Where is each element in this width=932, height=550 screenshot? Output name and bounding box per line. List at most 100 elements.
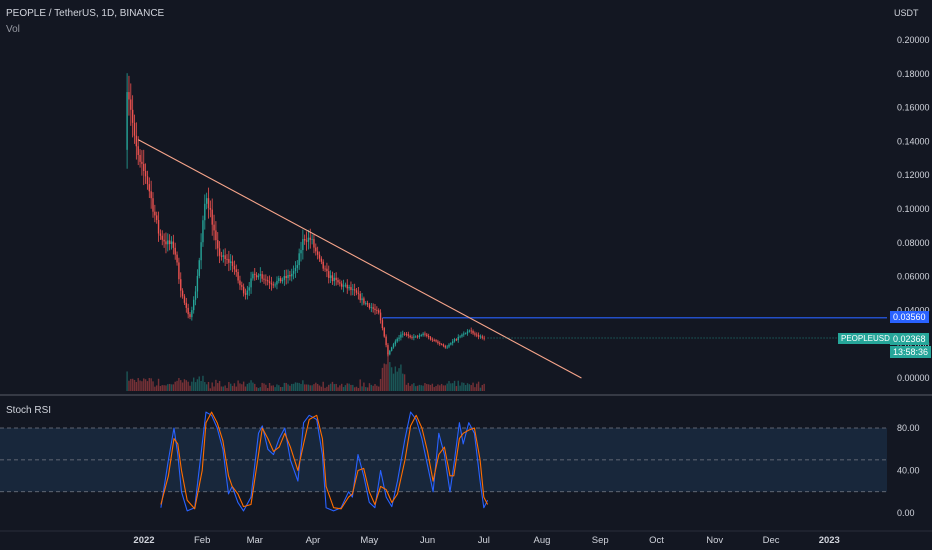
volume-bar <box>450 383 452 391</box>
volume-bar <box>285 382 287 391</box>
candle-body <box>146 176 149 185</box>
volume-bar <box>254 383 256 391</box>
volume-bar <box>394 366 397 391</box>
volume-bar <box>335 383 337 391</box>
volume-bar <box>446 383 448 391</box>
symbol-title[interactable]: PEOPLE / TetherUS, 1D, BINANCE <box>6 8 165 19</box>
volume-bar <box>281 386 284 391</box>
candle-body <box>311 239 313 240</box>
volume-bar <box>207 381 210 391</box>
volume-bar <box>202 375 204 391</box>
candle-body <box>459 336 461 338</box>
candle-body <box>133 122 136 136</box>
volume-bar <box>231 385 234 391</box>
volume-bar <box>329 383 332 391</box>
candle-body <box>178 262 180 280</box>
volume-bar <box>341 383 343 391</box>
candle-body <box>189 314 191 318</box>
volume-bar <box>355 386 358 391</box>
volume-bar <box>148 378 151 391</box>
volume-bar <box>294 382 297 391</box>
time-axis-tick: 2023 <box>819 535 840 546</box>
level-price-tag: 0.03560 <box>890 311 929 323</box>
volume-bar <box>217 383 219 391</box>
price-axis-tick: 0.08000 <box>897 238 930 248</box>
candle-body <box>148 184 151 192</box>
candle-body <box>461 334 463 337</box>
candle-body <box>183 296 186 303</box>
time-axis-tick: Mar <box>247 535 263 546</box>
candle-body <box>244 293 247 295</box>
candle-body <box>168 240 171 245</box>
candle-body <box>457 336 459 341</box>
volume-bar <box>416 385 419 391</box>
volume-bar <box>133 379 136 391</box>
volume-bar <box>141 381 143 391</box>
candle-body <box>363 298 365 304</box>
candle-body <box>411 337 413 339</box>
candle-body <box>167 240 169 245</box>
rsi-axis-tick: 0.00 <box>897 508 915 518</box>
volume-bar <box>337 387 339 391</box>
volume-bar <box>435 385 437 391</box>
volume-bar <box>183 379 186 391</box>
candle-body <box>392 344 395 348</box>
candle-body <box>304 238 306 241</box>
candle-body <box>405 334 408 336</box>
candle-body <box>316 251 319 255</box>
volume-bar <box>437 384 439 391</box>
candle-body <box>241 285 243 287</box>
candle-body <box>165 241 167 245</box>
volume-bar <box>209 388 212 391</box>
volume-bar <box>422 385 424 391</box>
candle-body <box>154 211 156 216</box>
volume-bar <box>431 383 434 391</box>
volume-bar <box>313 384 315 391</box>
candle-body <box>431 339 434 341</box>
candle-body <box>174 247 176 255</box>
time-axis-tick: Sep <box>592 535 609 546</box>
volume-bar <box>187 381 189 391</box>
candle-body <box>418 335 421 337</box>
candle-body <box>250 278 252 288</box>
volume-bar <box>389 362 391 391</box>
candle-body <box>437 341 439 344</box>
stoch-rsi-label[interactable]: Stoch RSI <box>6 405 52 416</box>
volume-label[interactable]: Vol <box>6 24 20 35</box>
candle-body <box>300 250 302 254</box>
candle-body <box>320 258 323 262</box>
candle-body <box>442 344 445 347</box>
candle-body <box>372 307 374 309</box>
candle-body <box>440 344 443 345</box>
volume-bar <box>352 384 354 391</box>
candle-body <box>452 341 454 344</box>
volume-bar <box>366 387 369 391</box>
volume-bar <box>361 386 363 391</box>
candle-body <box>278 278 280 281</box>
time-axis-tick: Dec <box>763 535 780 546</box>
volume-bar <box>359 379 361 391</box>
candle-body <box>309 237 311 240</box>
candle-body <box>333 277 336 282</box>
candle-body <box>479 336 482 338</box>
volume-bar <box>278 385 280 391</box>
candle-body <box>248 287 250 291</box>
candle-body <box>222 255 225 257</box>
volume-bar <box>198 376 200 391</box>
volume-bar <box>379 378 382 391</box>
candle-body <box>226 259 228 260</box>
candle-body <box>450 343 452 345</box>
volume-bar <box>374 384 376 391</box>
time-axis-tick: Apr <box>306 535 321 546</box>
volume-bar <box>300 383 302 391</box>
candle-body <box>394 341 397 345</box>
volume-bar <box>324 387 326 391</box>
candle-body <box>161 235 163 240</box>
volume-bar <box>128 380 130 391</box>
volume-bar <box>464 385 467 391</box>
grid <box>0 394 932 532</box>
candle-body <box>361 298 363 301</box>
candle-body <box>163 239 165 242</box>
candle-body <box>181 290 184 297</box>
